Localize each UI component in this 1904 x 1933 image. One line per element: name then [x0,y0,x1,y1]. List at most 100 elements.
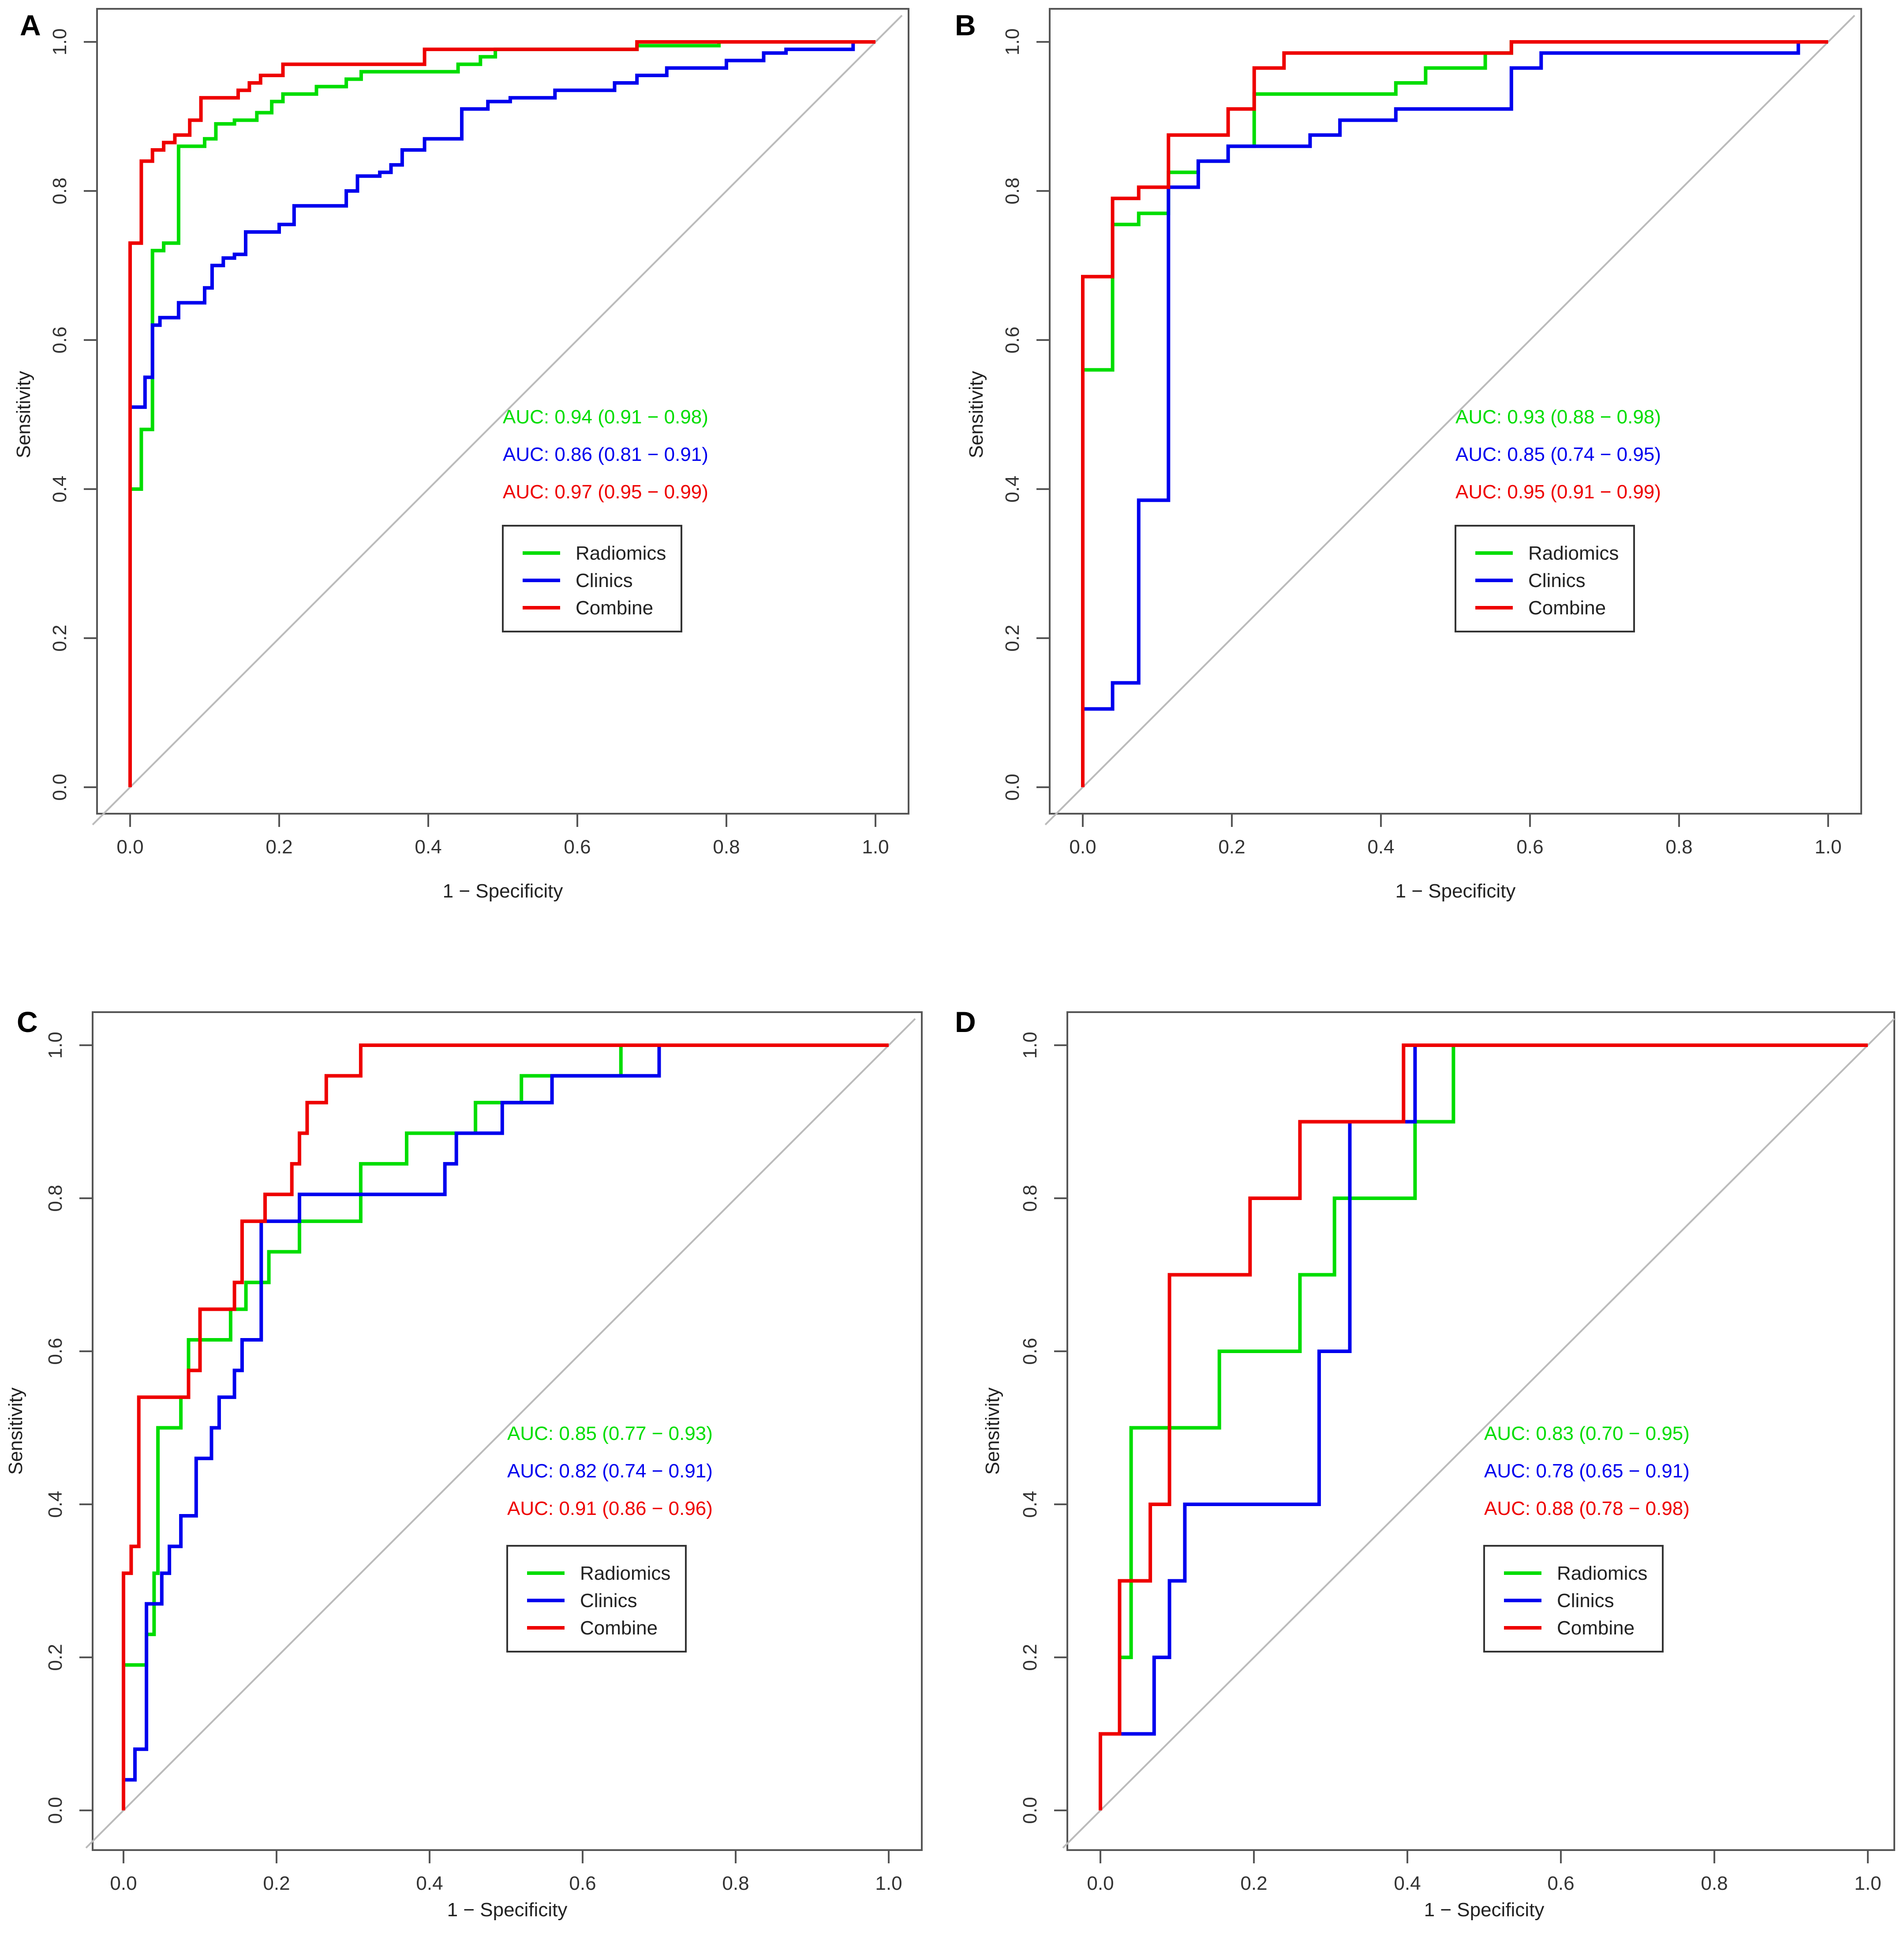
y-tick-label: 0.0 [45,1797,66,1824]
y-tick-label: 0.8 [45,1185,66,1211]
y-tick-label: 0.2 [49,624,71,651]
auc-label-radiomics: AUC: 0.93 (0.88 − 0.98) [1455,406,1661,428]
y-tick-label: 0.8 [1019,1185,1041,1211]
x-axis-label: 1 − Specificity [1424,1899,1545,1921]
y-tick-label: 0.8 [1002,177,1023,204]
roc-panel-a: A 0.0 0.2 0.4 0.6 0.8 1.0 0.0 0.2 0.4 0.6 0.8 1.0 1 −… [13,8,909,902]
auc-label-clinics: AUC: 0.78 (0.65 − 0.91) [1484,1460,1690,1482]
y-tick-label: 0.6 [45,1338,66,1365]
roc-curve-combine [128,40,875,787]
auc-label-radiomics: AUC: 0.83 (0.70 − 0.95) [1484,1423,1690,1444]
x-tick-label: 0.8 [713,836,740,858]
legend-label-clinics: Clinics [1528,570,1586,591]
x-tick-label: 0.6 [1516,836,1543,858]
x-tick-label: 0.4 [416,1873,443,1894]
y-tick-label: 1.0 [1002,28,1023,55]
y-tick-label: 0.6 [1019,1338,1041,1365]
roc-curve-combine [1081,40,1828,787]
panel-letter: A [20,9,41,41]
x-axis-label: 1 − Specificity [1395,880,1516,902]
y-axis-label: Sensitivity [982,1387,1003,1475]
x-axis-label: 1 − Specificity [447,1899,568,1921]
x-tick-label: 0.0 [1087,1873,1114,1894]
y-tick-label: 1.0 [49,28,71,55]
x-tick-label: 0.6 [569,1873,596,1894]
legend-label-clinics: Clinics [576,570,633,591]
y-tick-label: 0.8 [49,177,71,204]
auc-label-radiomics: AUC: 0.94 (0.91 − 0.98) [503,406,708,428]
panel-letter: B [955,9,976,41]
y-tick-label: 0.2 [45,1644,66,1671]
x-tick-label: 1.0 [875,1873,902,1894]
x-tick-label: 1.0 [862,836,889,858]
auc-label-combine: AUC: 0.97 (0.95 − 0.99) [503,481,708,503]
y-tick-label: 1.0 [1019,1032,1041,1058]
auc-label-clinics: AUC: 0.82 (0.74 − 0.91) [507,1460,713,1482]
plot-frame [1049,8,1862,815]
roc-curve-combine [1099,1043,1868,1810]
y-axis-label: Sensitivity [965,371,987,458]
roc-curve-clinics [1081,40,1828,787]
legend-label-radiomics: Radiomics [1528,542,1619,564]
y-tick-label: 0.2 [1002,624,1023,651]
panel-letter: D [955,1006,976,1038]
x-tick-label: 0.0 [110,1873,137,1894]
roc-curve-clinics [128,40,875,787]
legend-label-combine: Combine [580,1617,658,1639]
roc-curve-radiomics [128,40,875,787]
y-tick-label: 0.4 [1002,475,1023,502]
roc-panel-d: D 0.0 0.2 0.4 0.6 0.8 1.0 0.0 0.2 0.4 0.6 0.8 1.0 1 −… [955,1006,1895,1921]
x-tick-label: 0.2 [263,1873,290,1894]
x-tick-label: 0.6 [1547,1873,1574,1894]
auc-label-clinics: AUC: 0.86 (0.81 − 0.91) [503,444,708,465]
y-tick-label: 0.0 [1019,1797,1041,1824]
reference-diagonal-line [1044,15,1855,826]
y-tick-label: 0.6 [1002,326,1023,353]
x-tick-label: 0.4 [1367,836,1394,858]
x-tick-label: 0.2 [266,836,292,858]
plot-frame [96,8,909,815]
x-tick-label: 0.4 [1394,1873,1421,1894]
plot-frame [1066,1011,1895,1851]
y-tick-label: 0.6 [49,326,71,353]
legend-label-combine: Combine [1528,597,1606,619]
y-axis-label: Sensitivity [5,1387,26,1475]
legend-label-clinics: Clinics [1557,1590,1614,1611]
reference-diagonal-line [85,1018,916,1849]
y-tick-label: 0.4 [45,1491,66,1518]
legend-label-radiomics: Radiomics [580,1563,670,1584]
auc-label-combine: AUC: 0.91 (0.86 − 0.96) [507,1498,713,1519]
y-tick-label: 0.0 [49,774,71,800]
roc-curve-combine [122,1043,889,1810]
legend-label-combine: Combine [1557,1617,1635,1639]
x-tick-label: 0.8 [722,1873,749,1894]
x-tick-label: 0.4 [415,836,441,858]
x-tick-label: 1.0 [1814,836,1841,858]
legend-label-radiomics: Radiomics [576,542,666,564]
panel-letter: C [17,1006,38,1038]
auc-label-clinics: AUC: 0.85 (0.74 − 0.95) [1455,444,1661,465]
x-tick-label: 0.6 [564,836,591,858]
auc-label-combine: AUC: 0.88 (0.78 − 0.98) [1484,1498,1690,1519]
roc-panel-c: C 0.0 0.2 0.4 0.6 0.8 1.0 0.0 0.2 0.4 0.6 0.8 1.0 1 −… [5,1006,923,1921]
y-tick-label: 0.2 [1019,1644,1041,1671]
x-tick-label: 0.2 [1240,1873,1267,1894]
x-tick-label: 0.0 [1069,836,1096,858]
legend-label-radiomics: Radiomics [1557,1563,1647,1584]
x-tick-label: 1.0 [1854,1873,1881,1894]
auc-label-radiomics: AUC: 0.85 (0.77 − 0.93) [507,1423,713,1444]
y-tick-label: 0.0 [1002,774,1023,800]
x-tick-label: 0.2 [1218,836,1245,858]
x-tick-label: 0.8 [1665,836,1692,858]
plot-frame [92,1011,923,1851]
y-tick-label: 0.4 [1019,1491,1041,1518]
legend-label-combine: Combine [576,597,653,619]
roc-panel-b: B 0.0 0.2 0.4 0.6 0.8 1.0 0.0 0.2 0.4 0.6 0.8 1.0 1 −… [955,8,1862,902]
roc-curve-radiomics [122,1043,889,1810]
roc-curve-clinics [122,1043,889,1810]
x-tick-label: 0.0 [116,836,143,858]
y-tick-label: 0.4 [49,475,71,502]
x-tick-label: 0.8 [1701,1873,1728,1894]
auc-label-combine: AUC: 0.95 (0.91 − 0.99) [1455,481,1661,503]
